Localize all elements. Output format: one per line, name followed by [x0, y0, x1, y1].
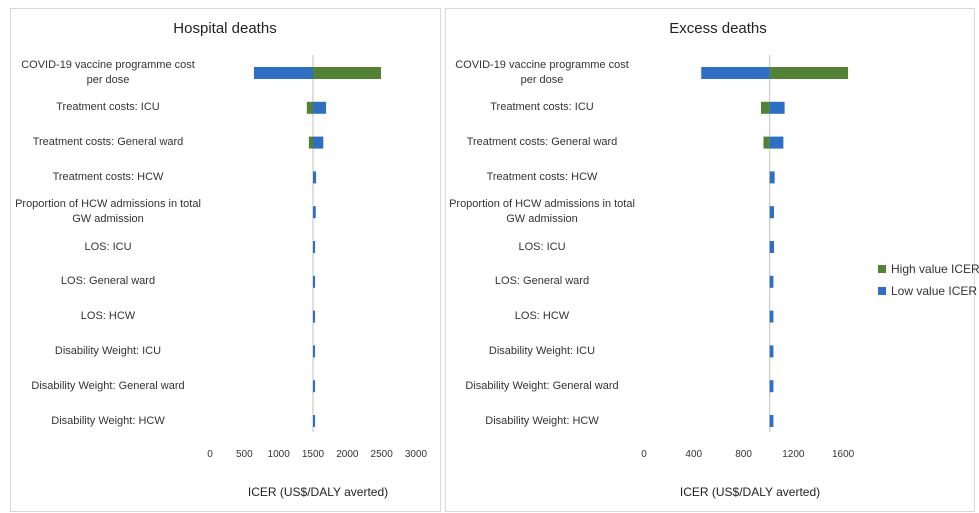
left-bar-high	[308, 136, 313, 149]
left-bar-low	[313, 275, 316, 288]
right-x-axis-title: ICER (US$/DALY averted)	[679, 485, 821, 499]
legend: High value ICER Low value ICER	[878, 258, 979, 302]
left-bar-low	[313, 345, 316, 358]
left-category-label: Treatment costs: HCW	[52, 170, 164, 183]
right-bar-low	[769, 380, 774, 393]
right-category-label: Proportion of HCW admissions in total GW…	[449, 198, 635, 226]
right-bar-low	[769, 241, 775, 253]
legend-item-low: Low value ICER	[878, 280, 979, 302]
right-bar-low	[701, 67, 770, 79]
left-bar-low	[313, 206, 316, 219]
left-bar-low	[253, 67, 313, 79]
legend-item-high: High value ICER	[878, 258, 979, 280]
left-x-tick-label: 2500	[370, 449, 393, 460]
left-x-tick-label: 2000	[336, 449, 359, 460]
left-x-tick-label: 1000	[267, 449, 290, 460]
right-bar-low	[769, 275, 774, 288]
left-bar-low	[313, 136, 324, 149]
legend-swatch-low	[878, 287, 886, 295]
right-category-label: Treatment costs: HCW	[486, 170, 598, 183]
left-bar-low	[313, 241, 316, 253]
left-category-label: COVID-19 vaccine programme cost per dose	[21, 59, 195, 86]
left-x-tick-label: 1500	[301, 449, 325, 460]
right-category-label: Treatment costs: General ward	[466, 136, 618, 149]
right-panel-frame	[445, 8, 975, 512]
left-chart-title: Hospital deaths	[173, 20, 277, 37]
right-x-tick-label: 1600	[831, 449, 855, 460]
right-bar-low	[769, 415, 774, 427]
right-category-label: LOS: ICU	[518, 240, 566, 253]
right-x-tick-label: 800	[735, 449, 752, 460]
right-category-label: Disability Weight: HCW	[485, 414, 599, 427]
right-category-label: Disability Weight: ICU	[488, 344, 596, 357]
legend-label-low: Low value ICER	[891, 284, 978, 298]
right-bar-low	[769, 206, 775, 219]
right-bar-low	[769, 310, 774, 323]
right-bar-high	[763, 136, 770, 149]
left-x-axis-title: ICER (US$/DALY averted)	[247, 485, 389, 499]
left-category-label: LOS: General ward	[60, 275, 156, 288]
right-bar-low	[769, 101, 785, 114]
left-bar-low	[313, 380, 316, 393]
right-x-tick-label: 0	[641, 449, 647, 460]
left-bar-low	[313, 415, 316, 427]
left-bar-high	[306, 101, 313, 114]
left-category-label: LOS: HCW	[80, 310, 136, 323]
right-category-label: LOS: HCW	[514, 310, 570, 323]
left-category-label: LOS: ICU	[84, 240, 132, 253]
left-bar-high	[313, 67, 381, 79]
right-x-tick-label: 1200	[782, 449, 805, 460]
right-category-label: Treatment costs: ICU	[490, 101, 594, 114]
left-panel-frame	[10, 8, 441, 512]
left-x-tick-label: 3000	[404, 449, 428, 460]
right-bar-high	[760, 101, 770, 114]
right-chart-title: Excess deaths	[669, 20, 767, 37]
right-bar-low	[769, 171, 775, 184]
left-category-label: Proportion of HCW admissions in total GW…	[15, 198, 201, 226]
right-bar-high	[769, 67, 849, 79]
right-bar-low	[769, 136, 784, 149]
left-category-label: Disability Weight: HCW	[51, 414, 165, 427]
right-category-label: Disability Weight: General ward	[465, 379, 619, 392]
right-bar-low	[769, 345, 774, 358]
left-bar-low	[313, 171, 317, 184]
legend-swatch-high	[878, 265, 886, 273]
left-x-tick-label: 0	[207, 449, 213, 460]
left-bar-low	[313, 101, 327, 114]
right-category-label: COVID-19 vaccine programme cost per dose	[455, 59, 629, 86]
left-category-label: Treatment costs: General ward	[32, 136, 184, 149]
left-bar-low	[313, 310, 316, 323]
legend-label-high: High value ICER	[891, 262, 979, 276]
left-category-label: Disability Weight: General ward	[31, 379, 185, 392]
right-category-label: LOS: General ward	[494, 275, 590, 288]
left-category-label: Disability Weight: ICU	[54, 344, 162, 357]
left-x-tick-label: 500	[235, 449, 253, 460]
left-category-label: Treatment costs: ICU	[56, 101, 160, 114]
right-x-tick-label: 400	[685, 449, 703, 460]
